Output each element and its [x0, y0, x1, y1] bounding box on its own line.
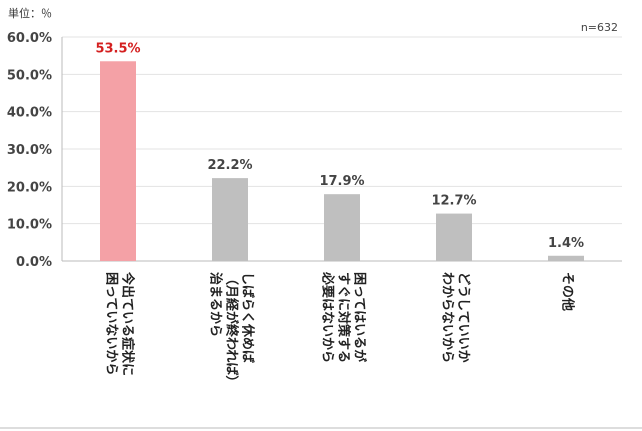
- bar: [324, 194, 360, 261]
- category-label: 困ってはいるが: [352, 272, 368, 362]
- category-label: どうしていいか: [456, 272, 471, 363]
- category-label: すぐに対策する: [336, 272, 352, 363]
- category-label: しばらく休めば: [240, 272, 256, 363]
- category-label: （月経が終われば）: [224, 272, 240, 388]
- data-label: 22.2%: [207, 158, 252, 173]
- category-label: 治まるから: [208, 272, 224, 337]
- y-tick-label: 50.0%: [7, 68, 52, 83]
- y-tick-label: 10.0%: [7, 218, 52, 233]
- category-label: 困っていないから: [104, 272, 119, 375]
- data-label: 53.5%: [95, 41, 140, 56]
- category-label: その他: [560, 272, 576, 311]
- category-label: わからないから: [440, 272, 455, 363]
- bar: [100, 61, 136, 262]
- sample-size-label: n=632: [581, 21, 618, 34]
- y-tick-label: 40.0%: [7, 106, 52, 121]
- category-label: 必要はないから: [320, 271, 336, 363]
- y-tick-label: 60.0%: [7, 31, 52, 46]
- data-label: 1.4%: [548, 236, 584, 251]
- y-tick-label: 20.0%: [7, 180, 52, 195]
- y-tick-label: 0.0%: [16, 255, 52, 270]
- data-label: 17.9%: [319, 174, 364, 189]
- bar: [436, 213, 472, 261]
- data-label: 12.7%: [431, 194, 476, 209]
- unit-label: 単位：％: [8, 6, 52, 20]
- y-tick-label: 30.0%: [7, 143, 52, 158]
- category-label: 今出ている症状に: [120, 271, 136, 376]
- bar: [548, 255, 584, 261]
- bar: [212, 178, 248, 261]
